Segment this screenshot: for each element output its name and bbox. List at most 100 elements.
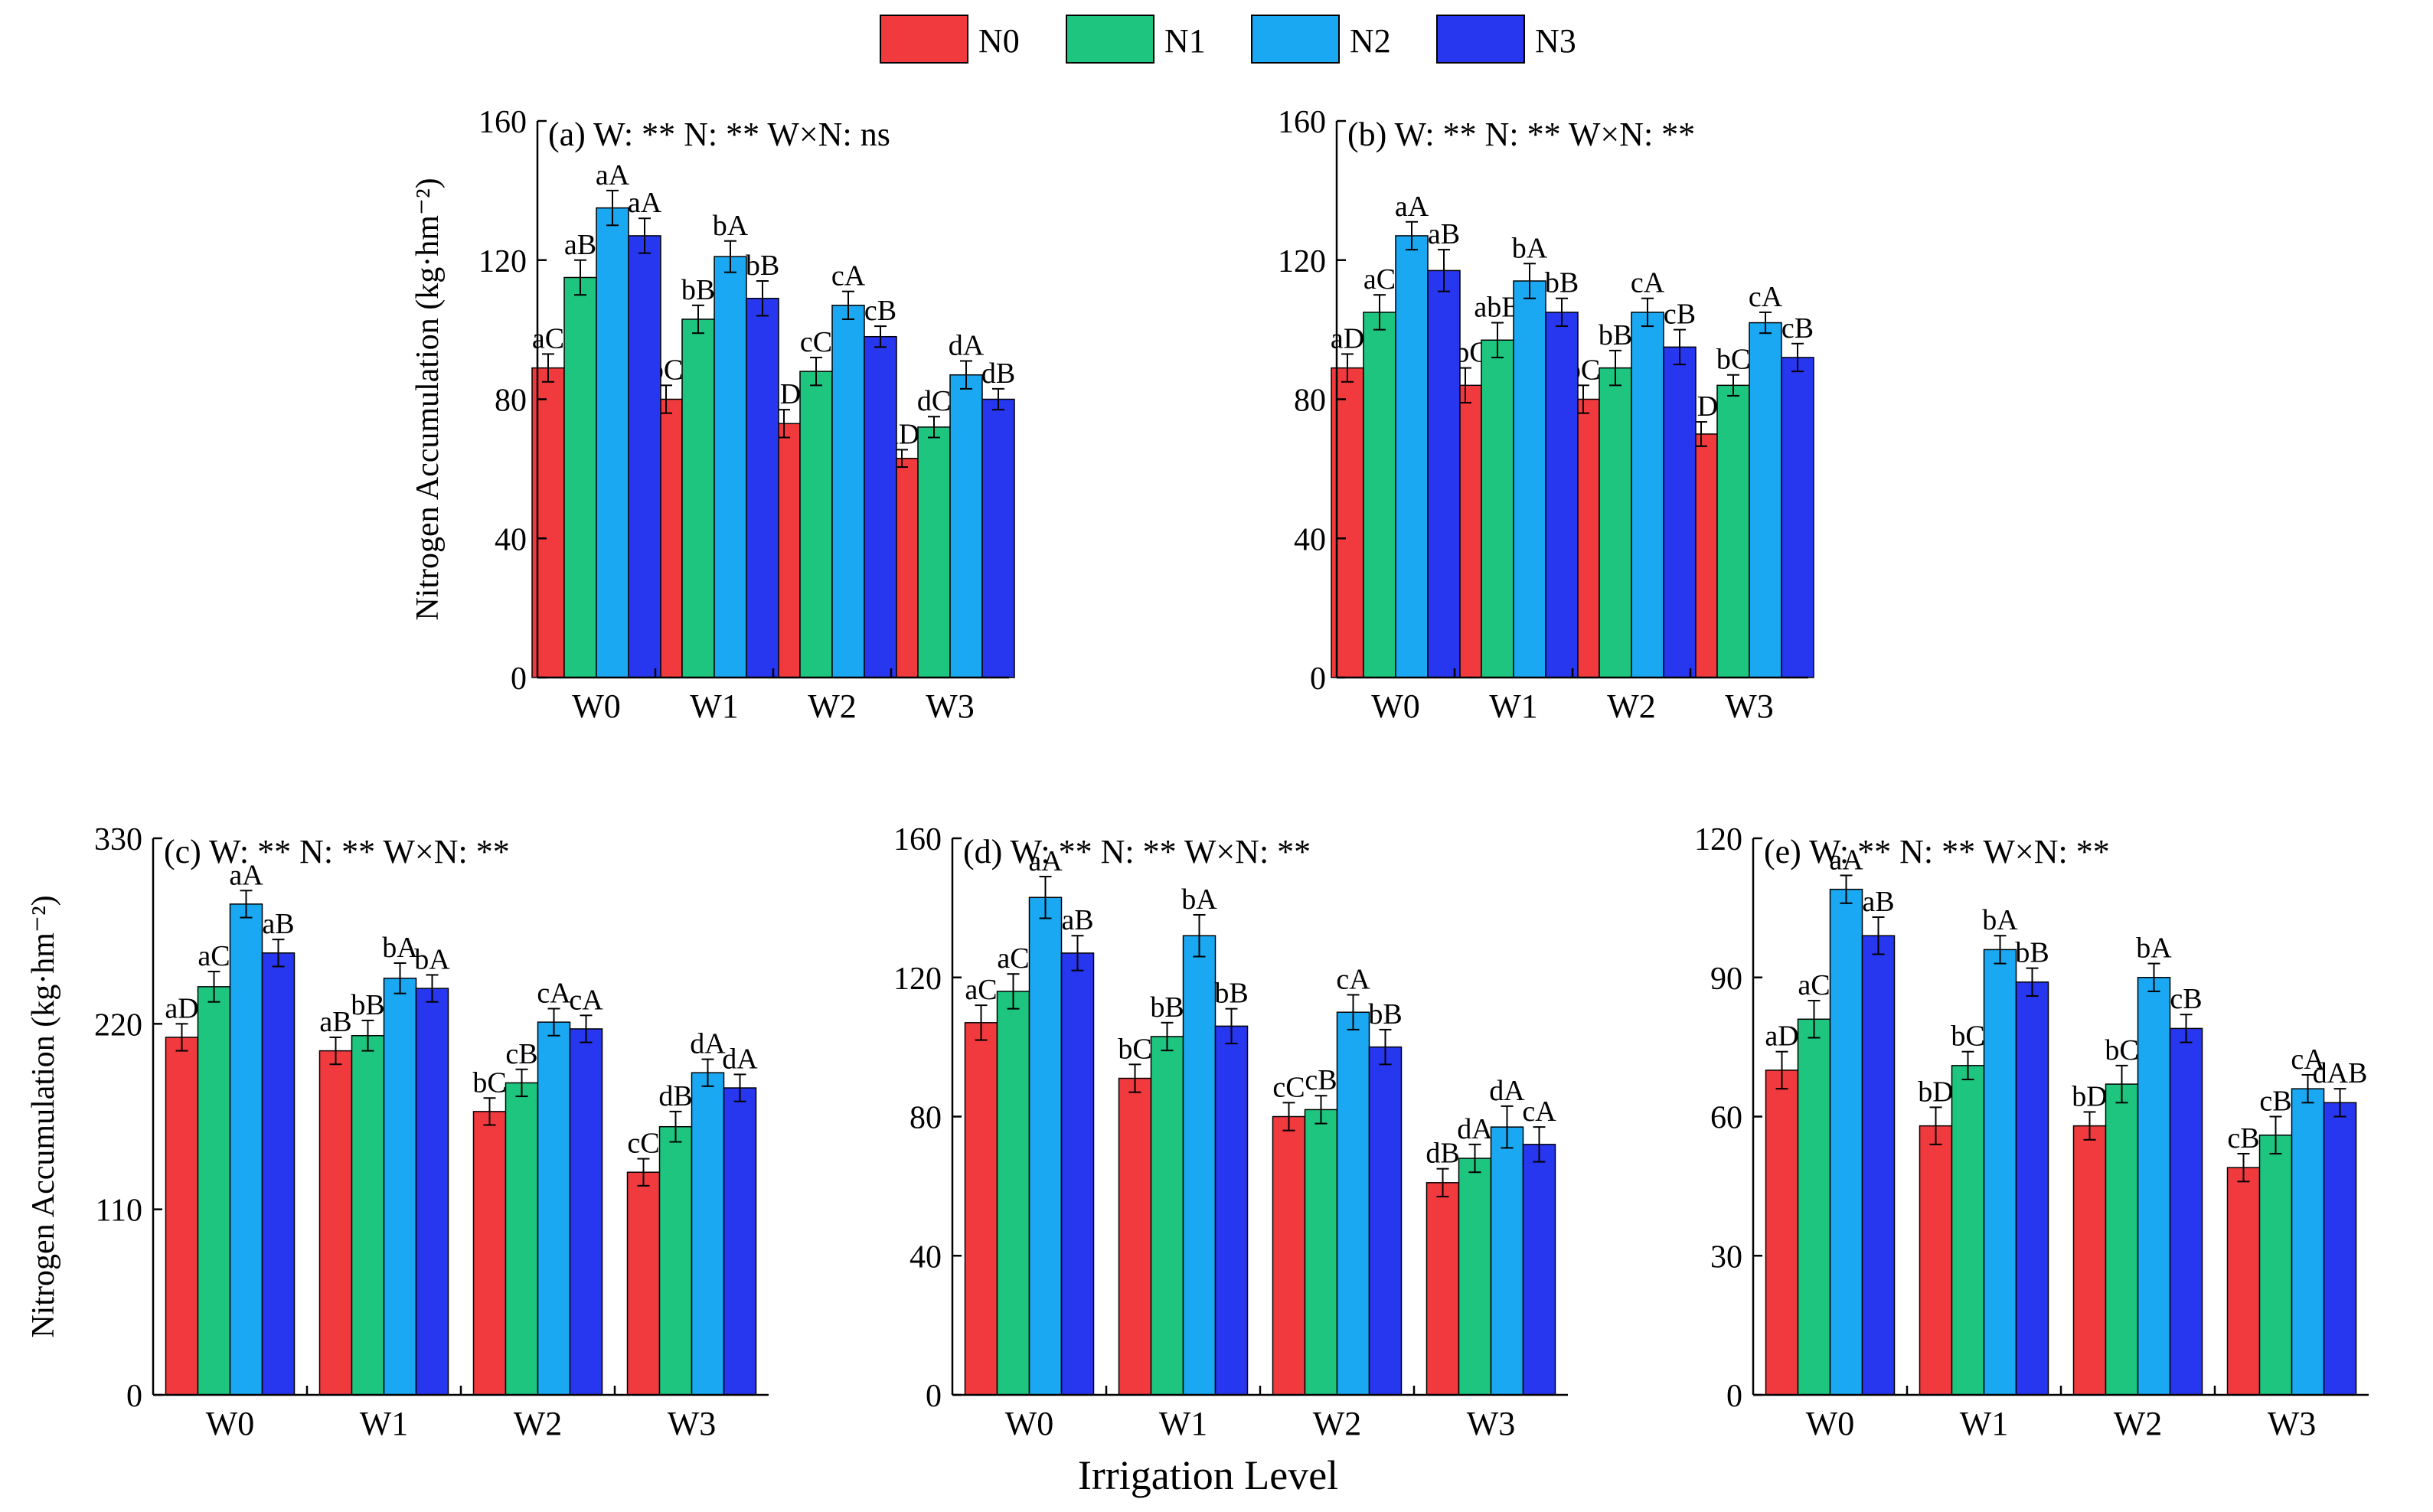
bar xyxy=(383,978,417,1396)
x-tick-label: W1 xyxy=(1960,1405,2009,1442)
bar xyxy=(1663,346,1697,678)
significance-label: aC xyxy=(965,974,997,1006)
bar xyxy=(996,991,1030,1396)
x-tick-label: W3 xyxy=(1725,687,1774,725)
bar xyxy=(1368,1046,1403,1396)
bar xyxy=(981,398,1015,678)
panel-title: (a) W: ** N: ** W×N: ns xyxy=(548,116,890,153)
significance-label: aA xyxy=(229,859,263,891)
y-tick-label: 80 xyxy=(495,384,527,419)
significance-label: cA xyxy=(831,260,866,292)
x-tick-label: W3 xyxy=(668,1405,717,1442)
significance-label: bC xyxy=(2105,1034,2138,1066)
bar xyxy=(691,1072,725,1396)
bar xyxy=(1272,1115,1306,1396)
significance-label: bB xyxy=(351,989,384,1021)
bar xyxy=(964,1022,998,1396)
bar xyxy=(1919,1125,1953,1396)
bar xyxy=(1631,312,1664,678)
x-tick-label: W0 xyxy=(572,687,621,725)
legend-item-n2[interactable]: N2 xyxy=(1251,15,1391,64)
bar xyxy=(799,371,833,678)
significance-label: aC xyxy=(198,940,230,972)
significance-label: aB xyxy=(1862,886,1894,918)
significance-label: aD xyxy=(1331,322,1364,354)
bar xyxy=(1458,1158,1492,1396)
y-tick-label: 30 xyxy=(1710,1239,1742,1275)
significance-label: aC xyxy=(1363,263,1396,296)
significance-label: aD xyxy=(1765,1021,1798,1053)
significance-label: dAB xyxy=(2313,1057,2368,1089)
bar xyxy=(1797,1018,1831,1396)
significance-label: cA xyxy=(1749,281,1783,313)
significance-label: cB xyxy=(1664,299,1696,331)
significance-label: bA xyxy=(1982,904,2018,936)
y-tick-label: 0 xyxy=(511,661,527,697)
significance-label: dA xyxy=(722,1043,758,1075)
bar xyxy=(1522,1144,1556,1396)
significance-label: bB xyxy=(746,250,779,282)
significance-label: cB xyxy=(864,295,896,327)
bar xyxy=(1765,1070,1799,1396)
bar xyxy=(505,1082,539,1396)
significance-label: cA xyxy=(1522,1096,1556,1128)
y-tick-label: 120 xyxy=(1278,244,1326,279)
bar xyxy=(2291,1088,2325,1396)
y-tick-label: 110 xyxy=(96,1194,142,1229)
legend-label-n0: N0 xyxy=(978,22,1020,60)
bar xyxy=(2105,1083,2139,1396)
bar xyxy=(1861,935,1896,1396)
significance-label: bA xyxy=(2136,932,2172,965)
significance-label: bA xyxy=(414,943,450,975)
significance-label: bB xyxy=(1214,978,1248,1010)
x-tick-label: W2 xyxy=(2114,1405,2163,1442)
significance-label: dB xyxy=(1426,1138,1459,1170)
significance-label: aC xyxy=(997,942,1029,975)
bar xyxy=(351,1035,385,1396)
x-tick-label: W1 xyxy=(360,1405,409,1442)
significance-label: aD xyxy=(165,992,198,1024)
x-tick-label: W0 xyxy=(206,1405,255,1442)
panel-title: (e) W: ** N: ** W×N: ** xyxy=(1764,833,2110,870)
bar xyxy=(165,1037,199,1396)
significance-label: bC xyxy=(1951,1021,1984,1053)
bar xyxy=(1395,235,1429,678)
significance-label: cA xyxy=(537,978,571,1010)
significance-label: dC xyxy=(917,385,951,417)
bar xyxy=(261,952,296,1396)
y-tick-label: 0 xyxy=(126,1379,142,1414)
y-tick-label: 330 xyxy=(94,822,142,857)
bar xyxy=(318,1050,353,1396)
panel-d: aCbCcCdBaCbBcBdAaAbAcAdAaBbBbBcA04080120… xyxy=(893,822,1568,1442)
significance-label: bA xyxy=(1181,883,1217,916)
bar xyxy=(831,305,865,678)
x-tick-label: W0 xyxy=(1806,1405,1855,1442)
significance-label: cC xyxy=(1272,1071,1305,1103)
legend-item-n0[interactable]: N0 xyxy=(880,15,1020,64)
bar xyxy=(1983,949,2017,1396)
significance-label: aA xyxy=(628,187,662,219)
bar xyxy=(723,1087,757,1396)
bar xyxy=(864,335,897,678)
legend-item-n1[interactable]: N1 xyxy=(1066,15,1206,64)
significance-label: aB xyxy=(564,229,596,261)
significance-label: cC xyxy=(627,1128,659,1160)
y-tick-label: 80 xyxy=(910,1101,942,1136)
x-tick-label: W1 xyxy=(1489,687,1538,725)
y-tick-label: 40 xyxy=(495,522,527,557)
significance-label: bC xyxy=(1716,344,1750,376)
bar xyxy=(1829,888,1863,1396)
bar xyxy=(658,1125,693,1396)
bar xyxy=(537,1021,571,1396)
bar xyxy=(1060,952,1095,1396)
x-tick-label: W1 xyxy=(690,687,739,725)
bar xyxy=(569,1028,603,1396)
y-tick-label: 160 xyxy=(1278,105,1326,140)
significance-label: cA xyxy=(1336,963,1370,995)
bar xyxy=(2137,977,2171,1396)
significance-label: aA xyxy=(596,159,630,191)
bar xyxy=(2015,981,2049,1396)
legend-item-n3[interactable]: N3 xyxy=(1436,15,1576,64)
bar xyxy=(1951,1065,1985,1396)
